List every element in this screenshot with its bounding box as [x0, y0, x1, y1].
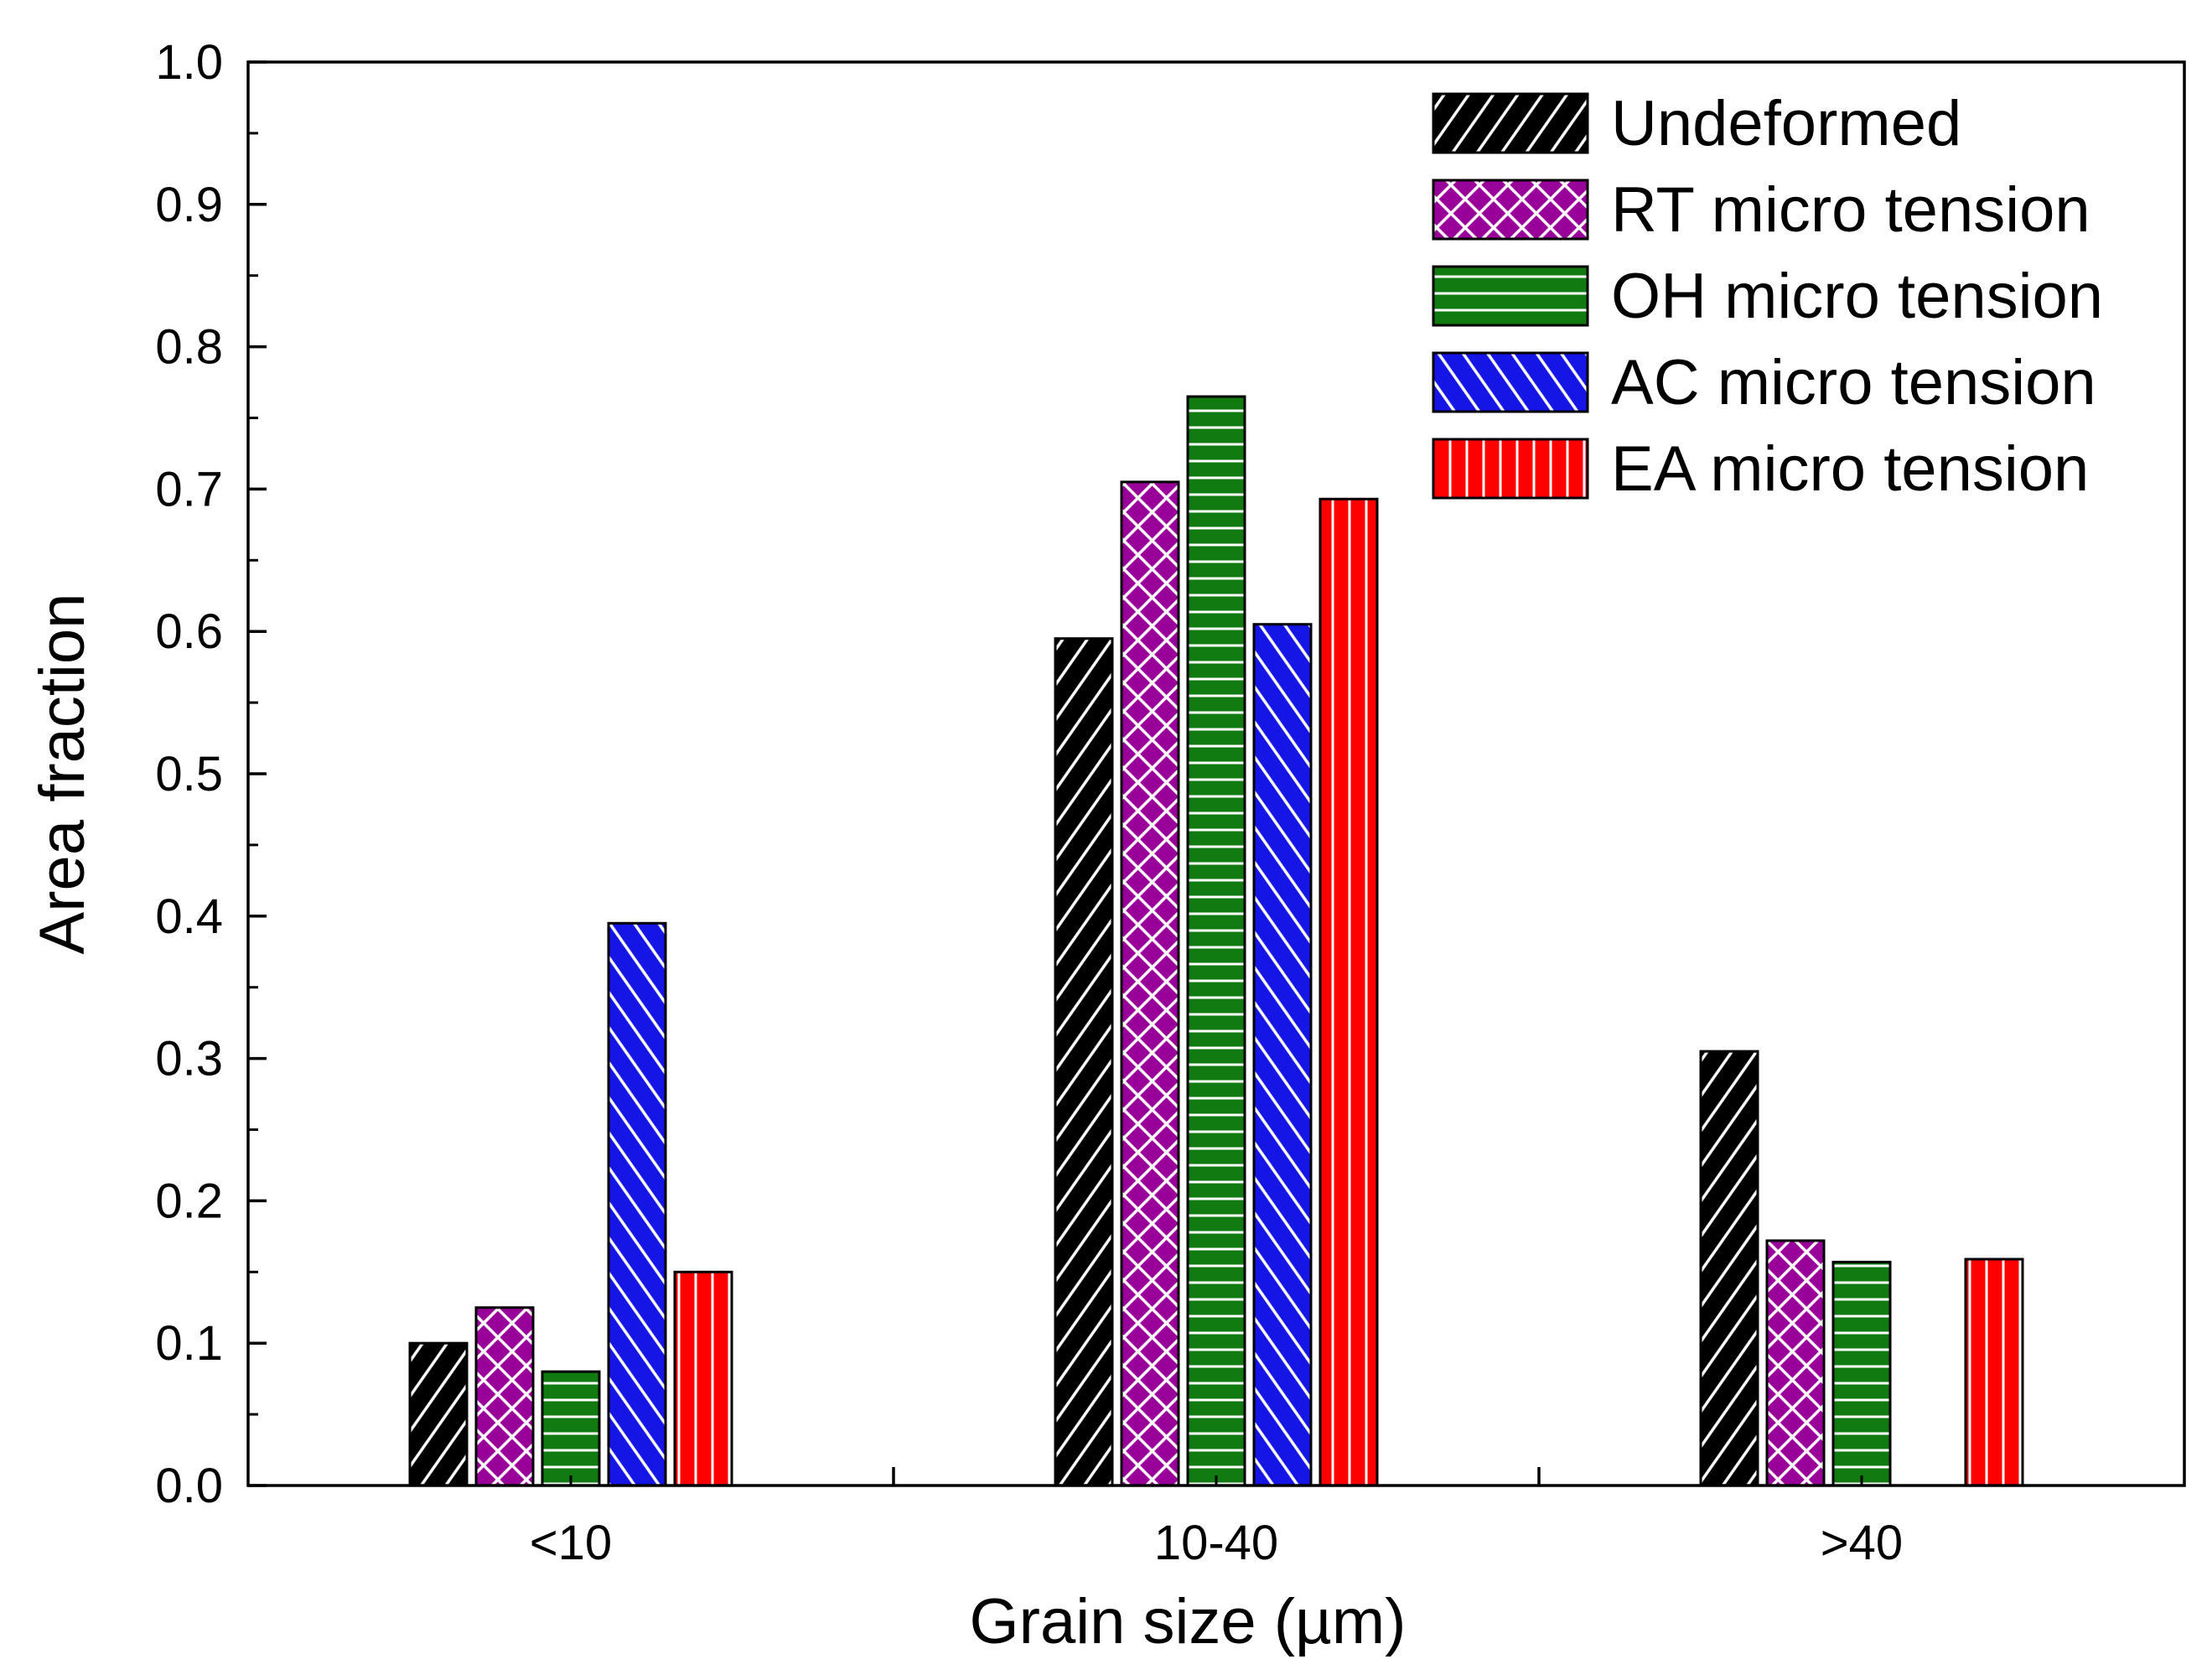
bar-ea-micro-tension-0 [673, 1270, 733, 1487]
y-tick-label: 0.2 [155, 1174, 223, 1228]
bar-ea-micro-tension-2 [1964, 1257, 2024, 1487]
y-tick-label: 1.0 [155, 35, 223, 90]
bar-oh-micro-tension-1 [1186, 395, 1246, 1487]
legend: Undeformed RT micro tension OH micro tensi… [1432, 88, 2103, 505]
bar-ea-micro-tension-1 [1319, 497, 1379, 1487]
legend-swatch [1432, 265, 1589, 327]
bar-oh-micro-tension-0 [541, 1370, 601, 1487]
legend-swatch [1432, 92, 1589, 154]
y-axis-title: Area fraction [27, 594, 98, 955]
x-tick-label: 10-40 [1154, 1516, 1278, 1570]
x-axis: <10 10-40 >40 [530, 1467, 1903, 1570]
bar-rt-micro-tension-0 [474, 1306, 535, 1487]
bar-rt-micro-tension-2 [1765, 1239, 1826, 1487]
x-tick-label: <10 [530, 1516, 612, 1570]
legend-swatch [1432, 351, 1589, 413]
y-tick-label: 0.8 [155, 320, 223, 375]
legend-swatch [1432, 179, 1589, 241]
legend-label: EA micro tension [1611, 433, 2089, 505]
bar-ac-micro-tension-1 [1252, 623, 1313, 1487]
bar-rt-micro-tension-1 [1120, 480, 1180, 1487]
y-tick-label: 0.3 [155, 1032, 223, 1086]
y-tick-label: 0.0 [155, 1459, 223, 1513]
y-axis: 0.0 0.1 0.2 0.3 0.4 0.5 0.6 0.7 0.8 0.9 1.0 [155, 35, 267, 1513]
y-tick-label: 0.1 [155, 1316, 223, 1371]
y-tick-label: 0.6 [155, 604, 223, 659]
bar-oh-micro-tension-2 [1831, 1260, 1892, 1487]
bar-undeformed-1 [1054, 637, 1114, 1487]
y-tick-label: 0.4 [155, 889, 223, 944]
bar-undeformed-2 [1699, 1050, 1759, 1487]
bar-ac-micro-tension-0 [607, 921, 667, 1487]
legend-swatch [1432, 438, 1589, 500]
legend-label: AC micro tension [1611, 347, 2096, 418]
bar-undeformed-0 [408, 1341, 469, 1487]
legend-label: RT micro tension [1611, 174, 2090, 246]
legend-label: OH micro tension [1611, 261, 2103, 332]
x-tick-label: >40 [1821, 1516, 1903, 1570]
y-tick-label: 0.7 [155, 462, 223, 516]
y-tick-label: 0.5 [155, 747, 223, 801]
x-axis-title: Grain size (µm) [970, 1586, 1407, 1657]
bars-group [408, 395, 2024, 1487]
y-tick-label: 0.9 [155, 178, 223, 232]
legend-label: Undeformed [1611, 88, 1961, 159]
